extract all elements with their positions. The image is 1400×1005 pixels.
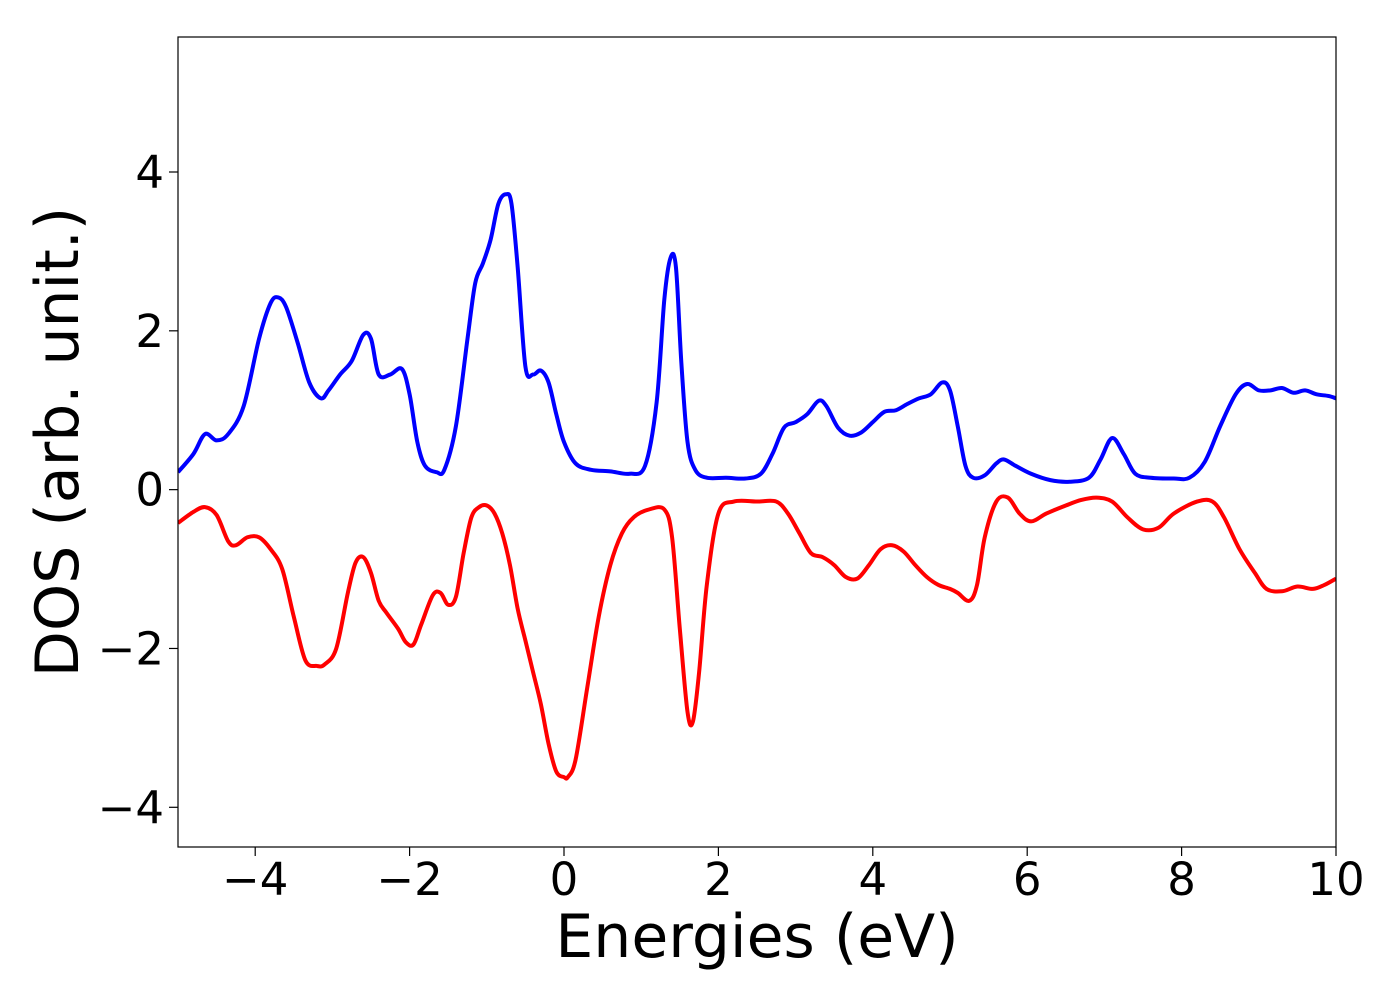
x-tick-label: 10 bbox=[1307, 853, 1364, 906]
y-tick-label: 0 bbox=[135, 464, 164, 517]
x-tick-label: −2 bbox=[376, 853, 442, 906]
x-tick-label: −4 bbox=[222, 853, 288, 906]
y-axis-ticks: −4 −2 0 2 4 bbox=[98, 146, 178, 834]
series-layer bbox=[178, 192, 1336, 781]
plot-frame bbox=[177, 36, 1337, 848]
y-axis-label: DOS (arb. unit.) bbox=[23, 207, 93, 677]
y-tick-label: 2 bbox=[135, 305, 164, 358]
x-tick-label: 6 bbox=[1013, 853, 1042, 906]
x-tick-label: 4 bbox=[858, 853, 887, 906]
series-line-spin-up bbox=[178, 192, 1336, 484]
x-tick-label: 0 bbox=[550, 853, 579, 906]
y-tick-label: 4 bbox=[135, 146, 164, 199]
x-axis-ticks: −4 −2 0 2 4 6 8 10 bbox=[222, 847, 1365, 906]
x-tick-label: 2 bbox=[704, 853, 733, 906]
series-line-spin-down bbox=[178, 494, 1336, 781]
y-tick-label: −2 bbox=[98, 622, 164, 675]
x-tick-label: 8 bbox=[1167, 853, 1196, 906]
y-tick-label: −4 bbox=[98, 781, 164, 834]
x-axis-label: Energies (eV) bbox=[555, 902, 958, 972]
